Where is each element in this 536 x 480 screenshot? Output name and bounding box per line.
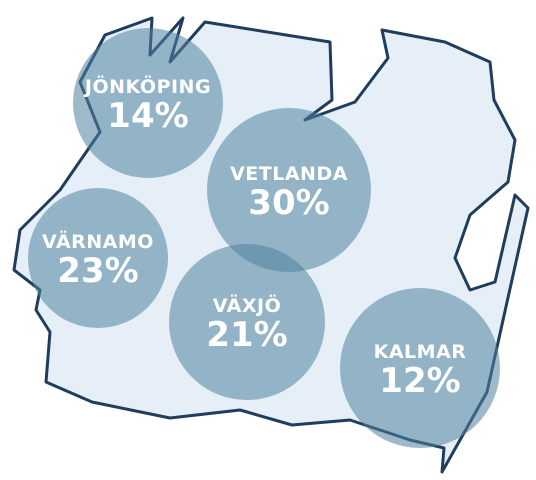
region-share: 30%	[248, 183, 329, 223]
region-share: 23%	[57, 251, 138, 291]
region-name: KALMAR	[374, 341, 467, 363]
region-name: VÄRNAMO	[42, 229, 154, 253]
region-name: VÄXJÖ	[213, 293, 282, 317]
region-share: 21%	[206, 315, 287, 355]
region-name: VETLANDA	[230, 163, 348, 185]
region-bubble	[207, 108, 371, 272]
region-bubble	[28, 188, 168, 328]
region-share: 12%	[379, 361, 460, 401]
region-bubble	[73, 28, 223, 178]
region-bubble	[169, 244, 325, 400]
region-name: JÖNKÖPING	[83, 74, 211, 98]
region-share: 14%	[107, 96, 188, 136]
region-bubble	[340, 288, 500, 448]
